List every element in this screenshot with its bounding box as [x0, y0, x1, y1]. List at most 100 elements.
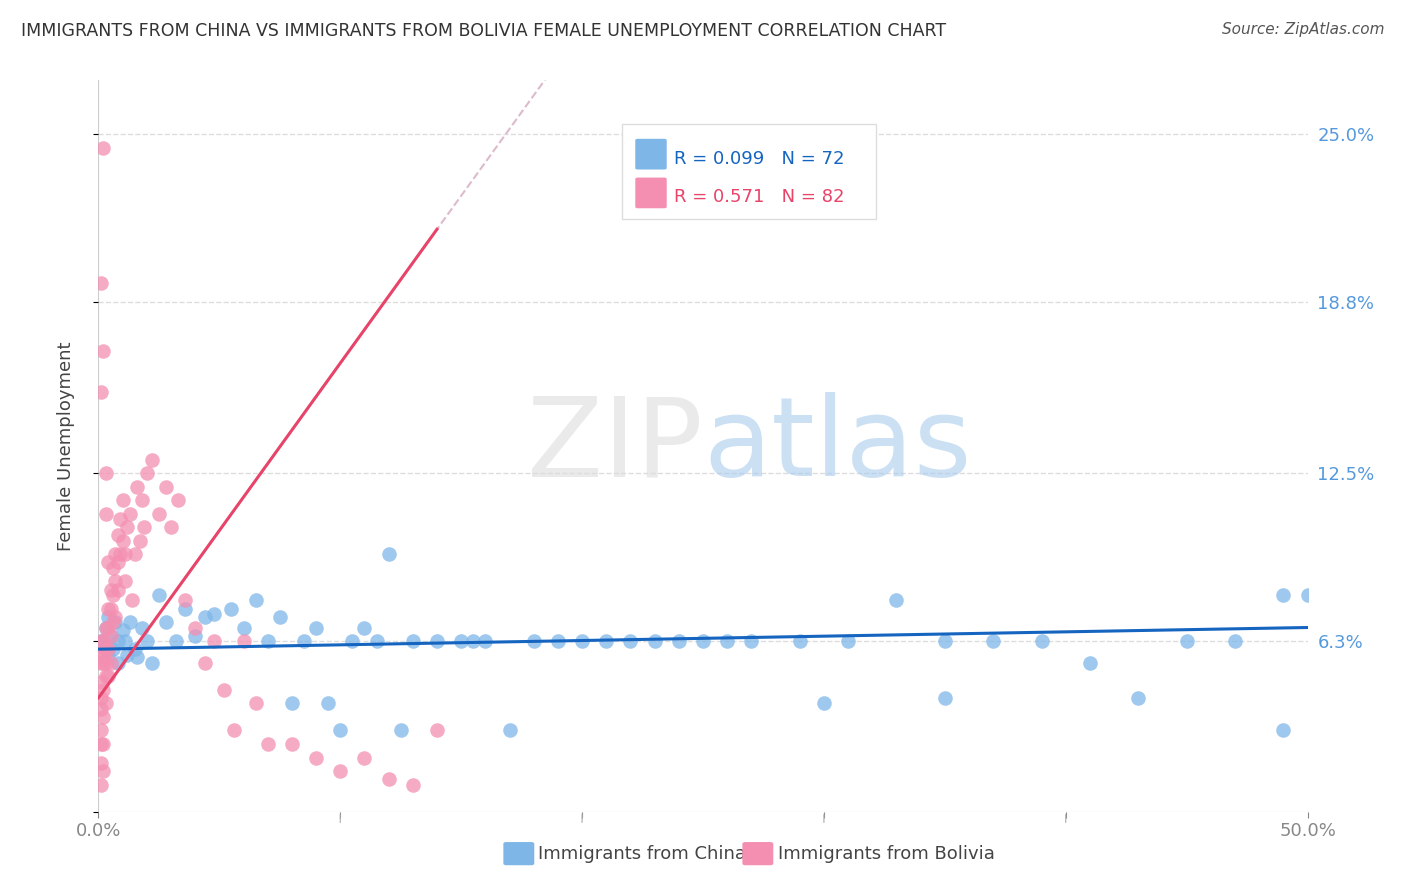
- Point: [316, 697, 339, 711]
- Point: [184, 629, 207, 643]
- Point: [426, 723, 449, 738]
- Y-axis label: Female Unemployment: Female Unemployment: [56, 342, 75, 550]
- Point: [91, 656, 114, 670]
- Point: [160, 520, 183, 534]
- Point: [131, 620, 153, 634]
- Point: [118, 615, 141, 629]
- Point: [107, 528, 129, 542]
- Point: [111, 493, 134, 508]
- Point: [292, 634, 315, 648]
- Point: [256, 634, 278, 648]
- Point: [100, 582, 122, 597]
- Point: [90, 634, 112, 648]
- Point: [90, 778, 112, 792]
- Point: [305, 620, 328, 634]
- Point: [1128, 690, 1150, 705]
- Point: [595, 634, 617, 648]
- Point: [353, 750, 375, 764]
- Point: [463, 634, 485, 648]
- Point: [221, 601, 243, 615]
- Point: [90, 634, 112, 648]
- Text: ZIP: ZIP: [527, 392, 703, 500]
- Point: [934, 690, 956, 705]
- Point: [90, 384, 112, 399]
- Point: [1272, 723, 1295, 738]
- Point: [91, 710, 114, 724]
- Point: [174, 601, 197, 615]
- Point: [716, 634, 738, 648]
- Point: [366, 634, 388, 648]
- Point: [232, 620, 254, 634]
- Point: [90, 723, 112, 738]
- Point: [107, 634, 129, 648]
- Point: [101, 561, 124, 575]
- Point: [114, 634, 136, 648]
- Point: [97, 609, 120, 624]
- Point: [90, 756, 112, 770]
- Point: [194, 656, 217, 670]
- Point: [100, 656, 122, 670]
- Point: [117, 520, 139, 534]
- Point: [94, 697, 117, 711]
- Point: [450, 634, 472, 648]
- FancyBboxPatch shape: [636, 178, 666, 209]
- Point: [108, 547, 131, 561]
- Point: [107, 656, 129, 670]
- Point: [127, 480, 149, 494]
- Point: [426, 634, 449, 648]
- Point: [167, 493, 190, 508]
- Text: IMMIGRANTS FROM CHINA VS IMMIGRANTS FROM BOLIVIA FEMALE UNEMPLOYMENT CORRELATION: IMMIGRANTS FROM CHINA VS IMMIGRANTS FROM…: [21, 22, 946, 40]
- Point: [91, 634, 114, 648]
- Point: [1223, 634, 1246, 648]
- Point: [94, 620, 117, 634]
- Point: [232, 634, 254, 648]
- Point: [184, 620, 207, 634]
- Point: [668, 634, 690, 648]
- Point: [90, 277, 112, 291]
- Point: [155, 480, 177, 494]
- Point: [128, 533, 150, 548]
- Point: [1175, 634, 1198, 648]
- Point: [692, 634, 714, 648]
- Text: Source: ZipAtlas.com: Source: ZipAtlas.com: [1222, 22, 1385, 37]
- Point: [789, 634, 811, 648]
- Point: [100, 601, 122, 615]
- Point: [1031, 634, 1053, 648]
- Point: [245, 697, 267, 711]
- Point: [305, 750, 328, 764]
- Point: [90, 737, 112, 751]
- Point: [329, 764, 352, 778]
- Point: [402, 778, 425, 792]
- Point: [377, 547, 399, 561]
- Point: [204, 634, 226, 648]
- Point: [329, 723, 352, 738]
- Point: [90, 648, 112, 662]
- Point: [389, 723, 412, 738]
- Point: [94, 656, 117, 670]
- Point: [281, 737, 304, 751]
- Point: [644, 634, 666, 648]
- Point: [104, 574, 127, 589]
- FancyBboxPatch shape: [636, 139, 666, 169]
- Point: [104, 615, 127, 629]
- Point: [97, 642, 120, 657]
- Point: [135, 466, 157, 480]
- Text: Immigrants from Bolivia: Immigrants from Bolivia: [778, 845, 994, 863]
- Point: [117, 648, 139, 662]
- Point: [111, 533, 134, 548]
- Point: [204, 607, 226, 621]
- Point: [981, 634, 1004, 648]
- Point: [281, 697, 304, 711]
- Point: [101, 615, 124, 629]
- Point: [111, 624, 134, 638]
- Point: [134, 520, 156, 534]
- Text: R = 0.099   N = 72: R = 0.099 N = 72: [673, 150, 845, 168]
- Point: [100, 629, 122, 643]
- Point: [91, 634, 114, 648]
- Text: R = 0.571   N = 82: R = 0.571 N = 82: [673, 188, 845, 206]
- Point: [118, 507, 141, 521]
- Point: [619, 634, 641, 648]
- Point: [148, 507, 170, 521]
- Point: [91, 141, 114, 155]
- Point: [97, 620, 120, 634]
